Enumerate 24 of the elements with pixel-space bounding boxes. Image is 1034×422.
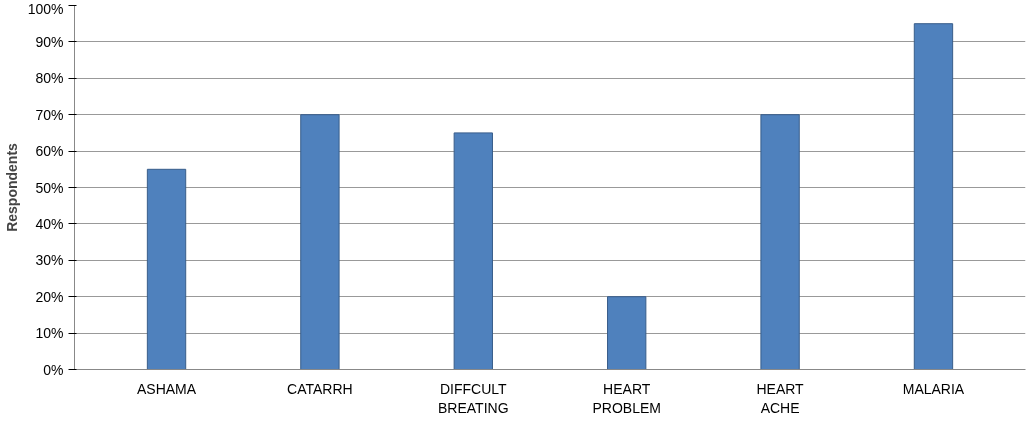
x-tick-label: HEART ACHE (756, 380, 805, 416)
y-tick-label: 30% (35, 252, 64, 269)
y-tick-label: 50% (35, 179, 64, 196)
bar (760, 114, 800, 370)
y-tick-label: 100% (27, 0, 64, 17)
y-tick-label: 60% (35, 143, 64, 160)
x-tick-label: CATARRH (287, 380, 353, 397)
bar (300, 114, 340, 370)
x-tick-label: ASHAMA (136, 380, 197, 397)
y-tick-label: 0% (43, 361, 64, 378)
y-tick-label: 70% (35, 106, 64, 123)
bar (913, 23, 954, 370)
x-tick-label: DIFFCULT BREATING (438, 380, 509, 416)
y-tick-label: 10% (35, 325, 64, 342)
y-tick-label: 20% (35, 288, 64, 305)
x-tick-label: HEART PROBLEM (592, 380, 661, 416)
x-tick-label: MALARIA (902, 380, 965, 397)
y-tick-label: 40% (35, 215, 64, 232)
bar (146, 168, 187, 370)
y-tick-label: 90% (35, 33, 64, 50)
bar (453, 132, 493, 370)
bar (607, 296, 647, 370)
y-axis-title: Respondents (3, 142, 20, 232)
y-tick-label: 80% (35, 70, 64, 87)
